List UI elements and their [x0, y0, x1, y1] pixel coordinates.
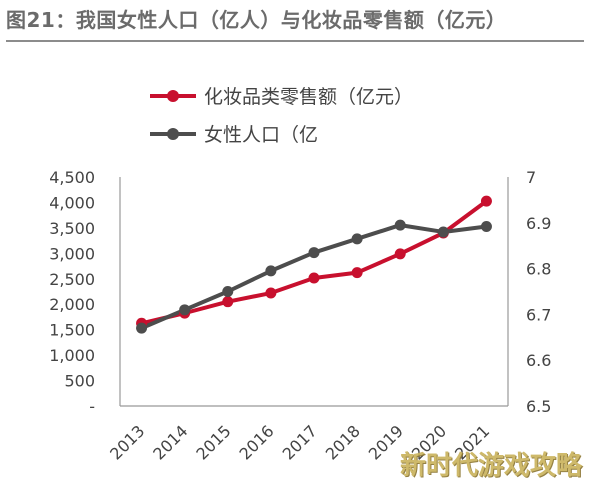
- right-axis-tick-label: 6.8: [526, 260, 551, 279]
- left-axis-tick-label: 1,000: [49, 346, 95, 365]
- right-axis-tick-label: 6.6: [526, 351, 551, 370]
- right-axis-tick-label: 6.9: [526, 214, 551, 233]
- series-1-point: [308, 247, 320, 259]
- chart-legend: 化妆品类零售额（亿元） 女性人口（亿: [150, 86, 413, 146]
- left-axis-tick-label: 2,500: [49, 270, 95, 289]
- series-1-point: [480, 220, 492, 232]
- series-1-point: [437, 226, 449, 238]
- title-divider: [6, 40, 584, 42]
- right-axis-tick-label: 6.5: [526, 397, 551, 416]
- figure-title: 图21：我国女性人口（亿人）与化妆品零售额（亿元）: [6, 8, 507, 32]
- left-axis-tick-label: 1,500: [49, 321, 95, 340]
- watermark-text: 新时代游戏攻略: [399, 451, 582, 481]
- series-0-point: [308, 272, 320, 284]
- chart-series-lines: [139, 199, 489, 331]
- x-axis-tick-label: 2014: [149, 421, 191, 463]
- series-1-point: [351, 233, 363, 245]
- left-axis-tick-label: -: [89, 397, 95, 416]
- left-axis-tick-label: 3,000: [49, 244, 95, 263]
- series-1-point: [222, 286, 234, 297]
- x-axis-tick-label: 2015: [192, 421, 234, 463]
- x-axis-tick-label: 2013: [106, 421, 148, 463]
- chart-axes: [119, 177, 509, 407]
- series-0-point: [265, 287, 277, 299]
- series-1-point: [136, 322, 148, 334]
- chart-series-points: [136, 195, 492, 334]
- series-0-point: [480, 195, 492, 207]
- left-axis-tick-label: 4,000: [49, 193, 95, 212]
- series-1-point: [179, 304, 191, 316]
- series-1-point: [394, 219, 406, 231]
- right-axis-tick-label: 7: [526, 168, 536, 187]
- legend-label-1: 女性人口（亿: [204, 124, 318, 146]
- right-axis-tick-label: 6.7: [526, 305, 551, 324]
- x-axis-tick-label: 2017: [279, 421, 321, 463]
- series-0-point: [394, 248, 406, 260]
- series-1-point: [265, 265, 277, 277]
- legend-marker-1: [167, 128, 179, 140]
- legend-marker-0: [167, 90, 179, 102]
- legend-label-0: 化妆品类零售额（亿元）: [204, 86, 413, 108]
- left-axis-tick-label: 2,000: [49, 295, 95, 314]
- x-axis-tick-label: 2016: [235, 421, 277, 463]
- left-axis-tick-label: 4,500: [49, 168, 95, 187]
- series-0-point: [351, 267, 363, 279]
- series-0-point: [222, 296, 234, 308]
- left-axis-tick-label: 500: [64, 372, 95, 391]
- left-axis-tick-label: 3,500: [49, 219, 95, 238]
- chart-tick-labels: - 500 1,000 1,500 2,000 2,500 3,000 3,500 4,000 4…: [49, 168, 551, 464]
- x-axis-tick-label: 2018: [322, 421, 364, 463]
